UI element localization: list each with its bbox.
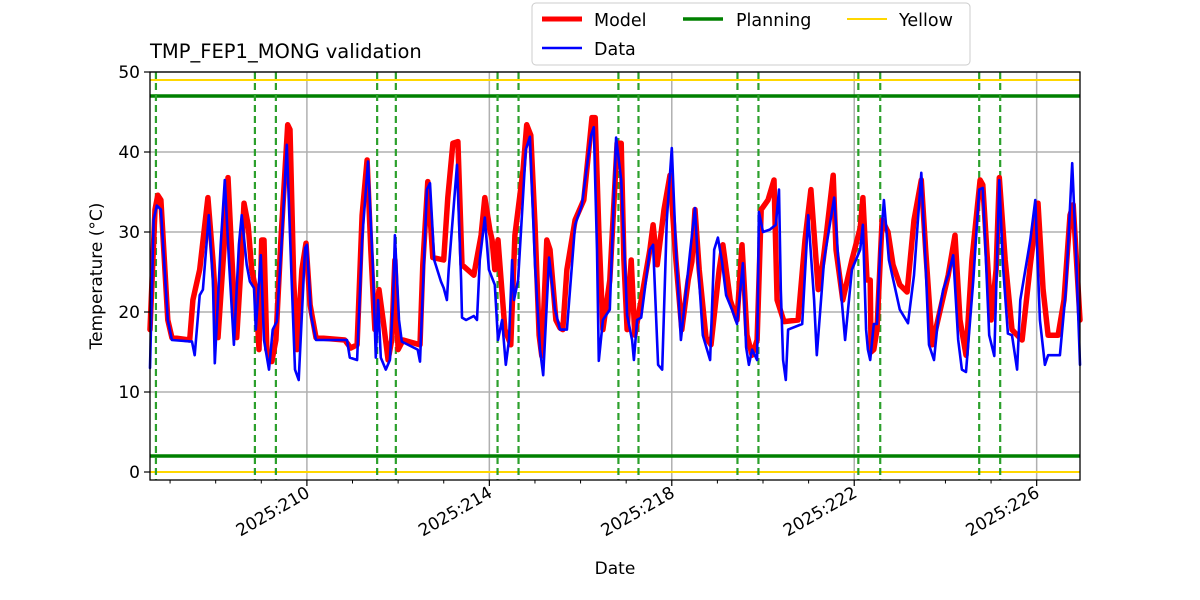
legend-model-label: Model [594, 11, 647, 31]
data-series-line [148, 125, 1082, 382]
y-tick-label: 0 [129, 463, 140, 483]
y-tick-label: 50 [118, 63, 140, 83]
y-axis-label: Temperature (°C) [87, 203, 107, 351]
limit-lines [150, 72, 1080, 480]
chart-title: TMP_FEP1_MONG validation [149, 40, 422, 63]
y-tick-label: 40 [118, 143, 140, 163]
axes-frame [149, 71, 1081, 481]
x-tick-label: 2025:210 [233, 483, 314, 541]
legend-planning-label: Planning [736, 11, 811, 31]
y-tick-label: 10 [118, 383, 140, 403]
y-tick-label: 30 [118, 223, 140, 243]
x-axis-label: Date [595, 559, 636, 579]
model-series-line [147, 114, 1083, 365]
x-tick-label: 2025:218 [598, 483, 679, 541]
legend-yellow-label: Yellow [898, 11, 953, 31]
legend-data-label: Data [594, 40, 636, 60]
series-lines [147, 114, 1083, 382]
x-tick-label: 2025:214 [415, 483, 496, 541]
legend: Model Planning Yellow Data [531, 2, 971, 66]
y-tick-label: 20 [118, 303, 140, 323]
x-tick-label: 2025:226 [963, 483, 1044, 541]
x-tick-label: 2025:222 [780, 483, 861, 541]
